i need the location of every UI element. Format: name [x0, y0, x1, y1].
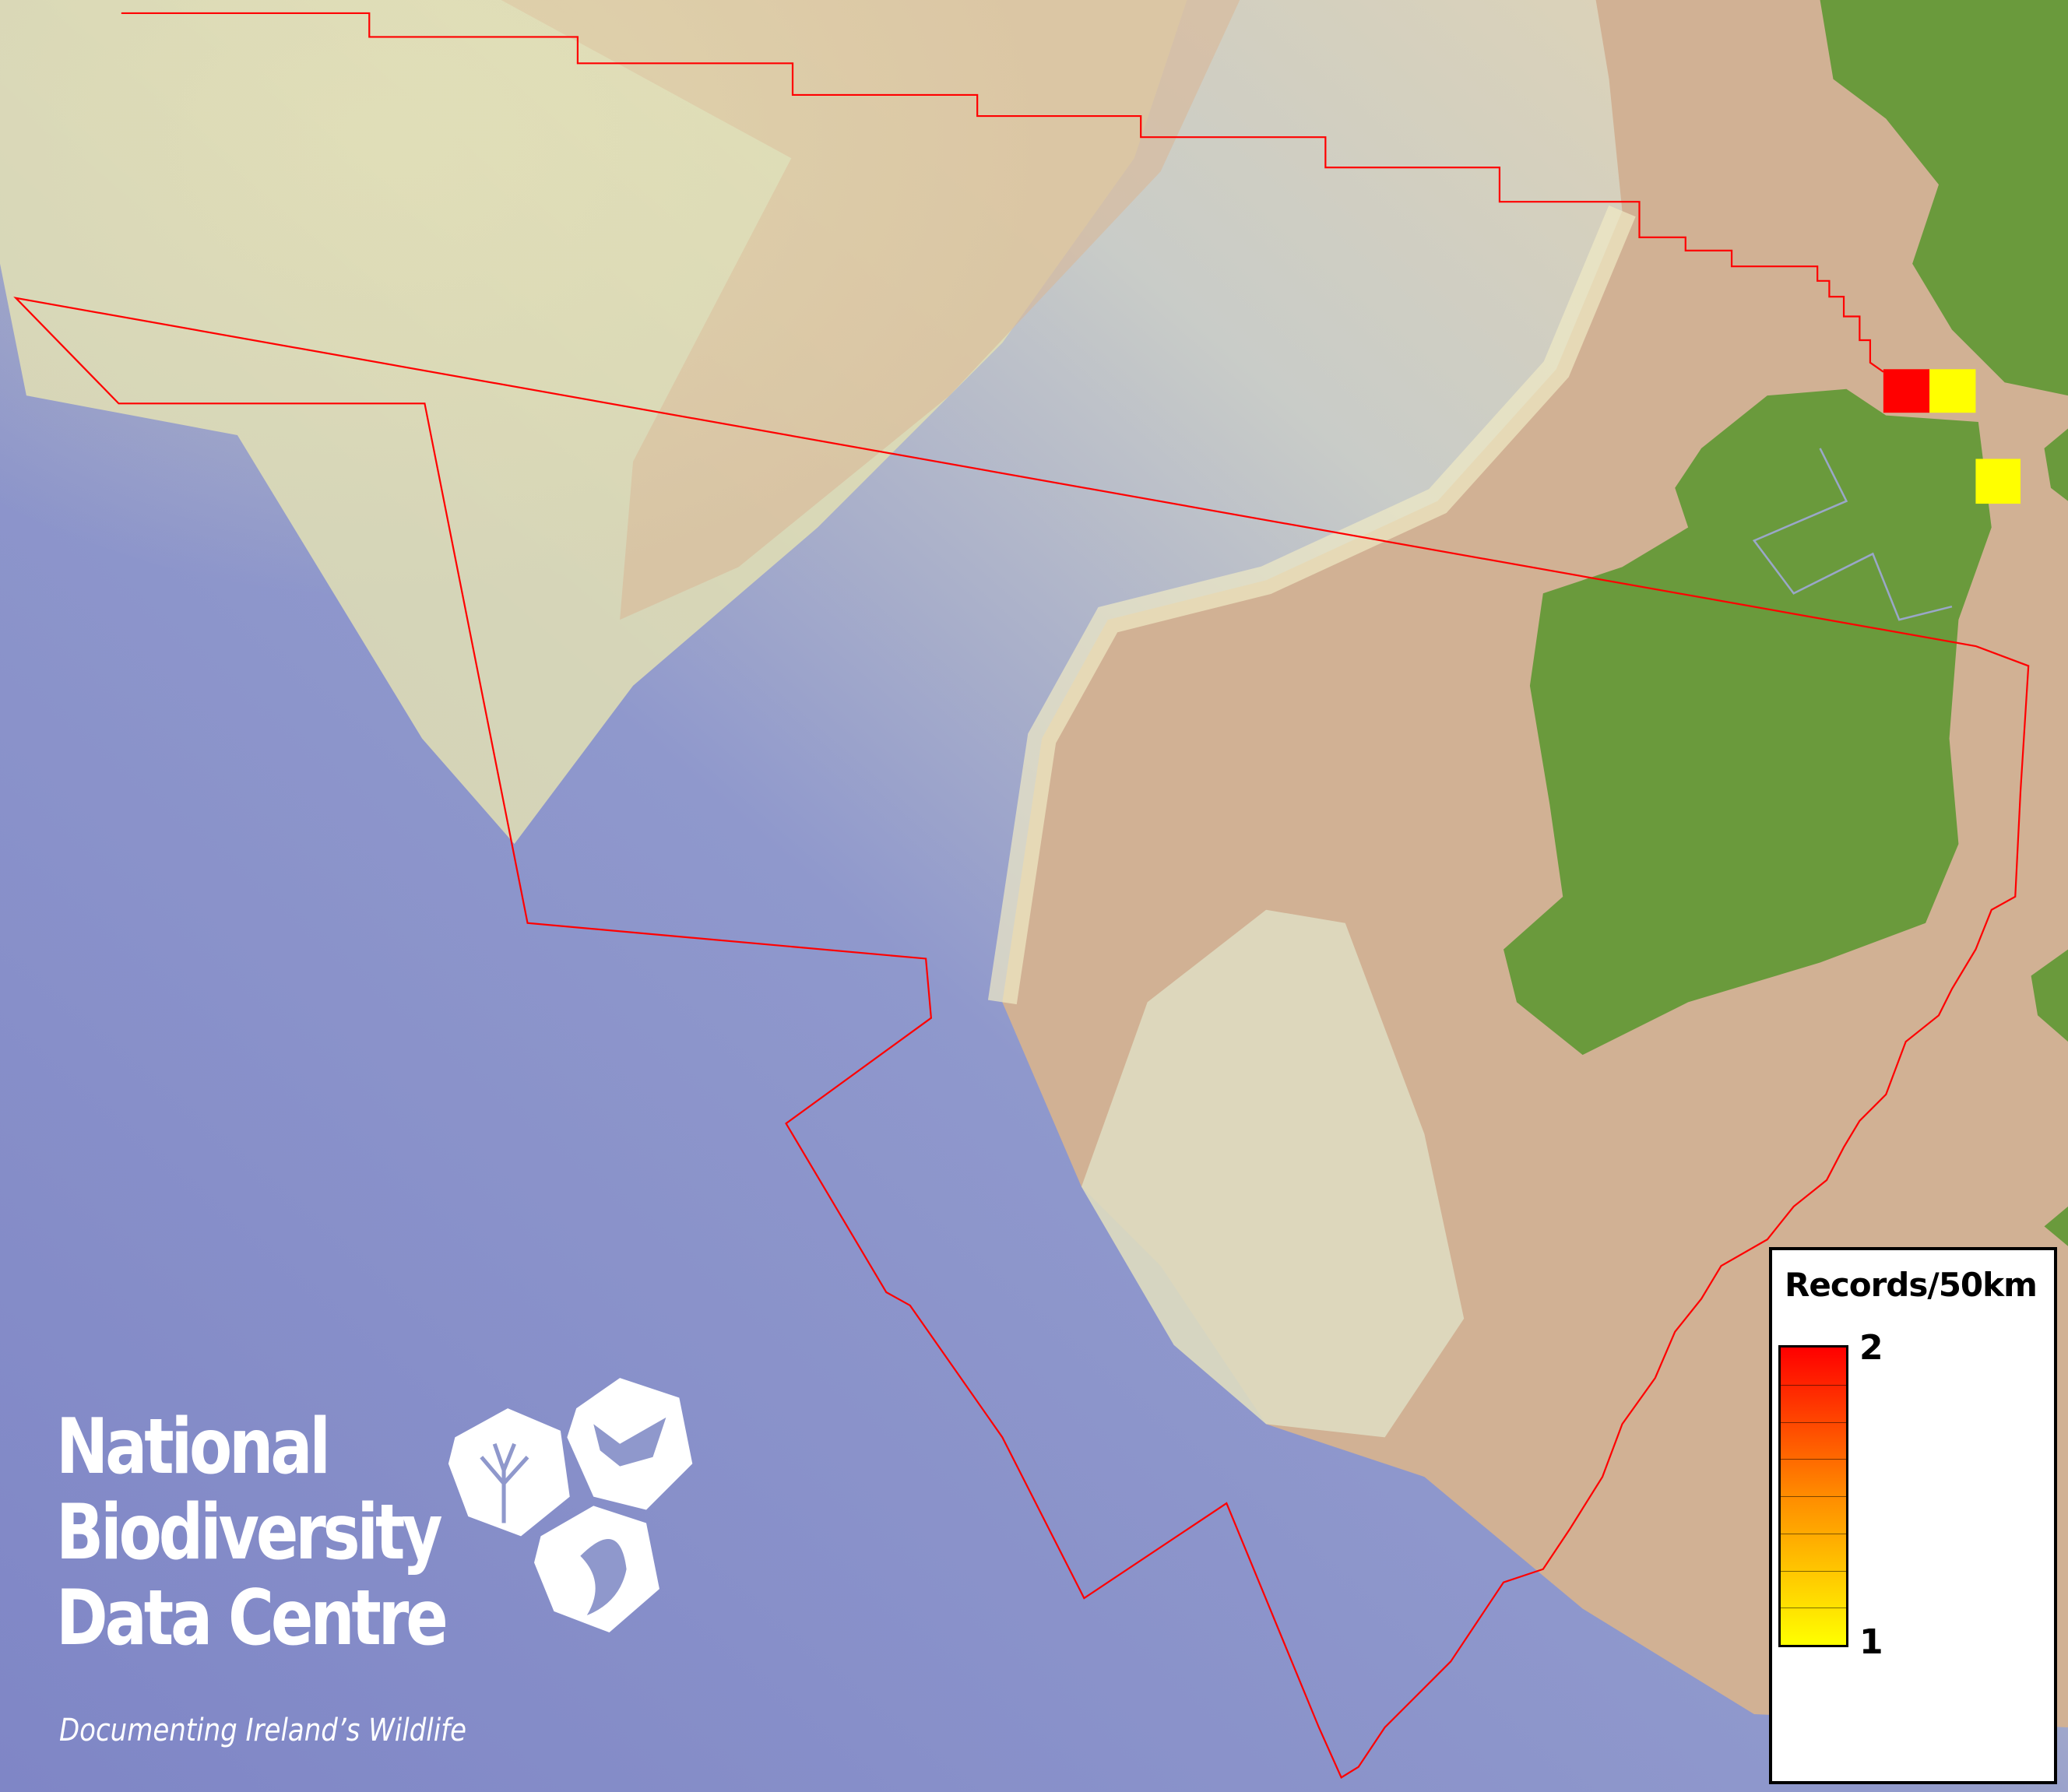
legend-tick	[1781, 1421, 1846, 1423]
logo-line-biodiversity: Biodiversity	[56, 1488, 443, 1577]
legend-tick	[1781, 1459, 1846, 1460]
map-legend: Records/50km 2 1	[1769, 1247, 2057, 1784]
legend-title: Records/50km	[1785, 1266, 2038, 1304]
legend-tick	[1781, 1384, 1846, 1386]
legend-tick	[1781, 1496, 1846, 1497]
nbdc-logo: National Biodiversity Data Centre Docume…	[56, 1378, 710, 1767]
eez-boundary-west	[13, 12, 2030, 1779]
logo-tagline: Documenting Ireland’s Wildlife	[59, 1713, 467, 1748]
porcupine-bank	[1081, 909, 1465, 1438]
scotland-land	[1820, 0, 2068, 396]
tree-glyph	[480, 1442, 529, 1523]
legend-color-ramp	[1778, 1345, 1848, 1647]
nbdc-logo-hexagons	[448, 1378, 693, 1633]
record-cell-1[interactable]	[1975, 459, 2021, 504]
shelf-glow	[0, 0, 1319, 923]
seahorse-glyph	[580, 1539, 627, 1616]
legend-tick	[1781, 1570, 1846, 1572]
logo-line-national: National	[56, 1403, 331, 1492]
legend-min-label: 1	[1859, 1622, 1883, 1662]
record-cell-1[interactable]	[1929, 369, 1976, 413]
legend-max-label: 2	[1859, 1328, 1883, 1368]
logo-line-data-centre: Data Centre	[56, 1574, 448, 1663]
butterfly-glyph	[593, 1417, 666, 1467]
record-cell-2[interactable]	[1883, 369, 1930, 413]
tree-hexagon-icon	[448, 1408, 570, 1537]
northern-ireland-border	[1752, 448, 1953, 621]
